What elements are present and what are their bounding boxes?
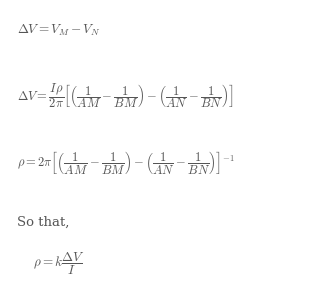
Text: $\Delta V = V_{M} - V_{N}$: $\Delta V = V_{M} - V_{N}$ [17,23,101,38]
Text: $\Delta V = \dfrac{I\rho}{2\pi}\left[\left(\dfrac{1}{AM} - \dfrac{1}{BM}\right) : $\Delta V = \dfrac{I\rho}{2\pi}\left[\le… [17,81,233,110]
Text: So that,: So that, [17,215,69,228]
Text: $\rho = k\dfrac{\Delta V}{I}$: $\rho = k\dfrac{\Delta V}{I}$ [33,251,85,277]
Text: $\rho = 2\pi\left[\left(\dfrac{1}{AM} - \dfrac{1}{BM}\right) - \left(\dfrac{1}{A: $\rho = 2\pi\left[\left(\dfrac{1}{AM} - … [17,149,234,176]
